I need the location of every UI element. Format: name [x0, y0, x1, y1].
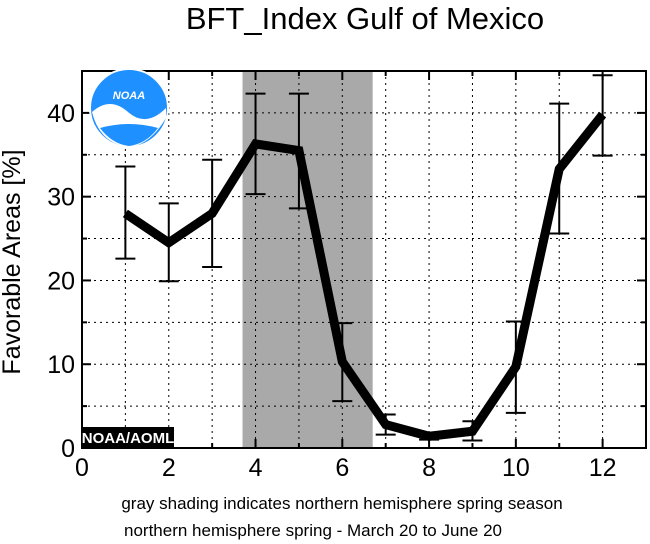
y-tick-label: 30 — [47, 184, 75, 212]
x-tick-label: 2 — [162, 454, 176, 482]
y-tick-label: 40 — [47, 100, 75, 128]
caption-line-2: northern hemisphere spring - March 20 to… — [124, 521, 502, 540]
y-axis-label: Favorable Areas [%] — [0, 149, 26, 374]
x-tick-label: 0 — [75, 454, 89, 482]
x-tick-label: 10 — [502, 454, 530, 482]
badge-background — [82, 427, 174, 448]
y-tick-label: 0 — [61, 435, 75, 463]
badge-text: NOAA/AOML — [82, 430, 175, 447]
y-tick-label: 10 — [47, 351, 75, 379]
x-tick-label: 12 — [589, 454, 617, 482]
y-tick-labels: 0 10 20 30 40 — [47, 100, 75, 463]
chart-title: BFT_Index Gulf of Mexico — [186, 1, 544, 36]
x-tick-label: 4 — [249, 454, 263, 482]
x-tick-label: 6 — [335, 454, 349, 482]
logo-text: NOAA — [113, 90, 145, 102]
noaa-logo: NOAA — [89, 68, 169, 148]
spring-season-shading — [242, 71, 373, 448]
caption-line-1: gray shading indicates northern hemisphe… — [121, 494, 562, 513]
x-tick-labels: 0 2 4 6 8 10 12 — [75, 454, 616, 482]
plot-frame — [81, 70, 647, 449]
y-tick-label: 20 — [47, 267, 75, 295]
x-tick-label: 8 — [422, 454, 436, 482]
aoml-badge: NOAA/AOML — [82, 427, 175, 448]
series-line — [122, 111, 607, 441]
plot-area — [81, 70, 647, 449]
logo-lower-wave — [100, 124, 158, 146]
